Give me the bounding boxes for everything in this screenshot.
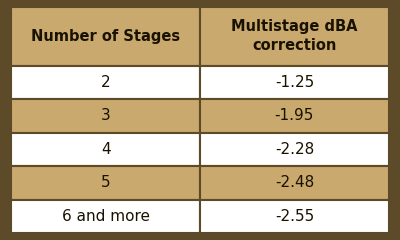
FancyBboxPatch shape <box>200 66 389 99</box>
FancyBboxPatch shape <box>200 133 389 166</box>
Text: 6 and more: 6 and more <box>62 209 150 224</box>
Text: -2.55: -2.55 <box>275 209 314 224</box>
FancyBboxPatch shape <box>11 166 200 200</box>
FancyBboxPatch shape <box>11 7 200 66</box>
FancyBboxPatch shape <box>200 7 389 66</box>
Text: -1.95: -1.95 <box>275 108 314 123</box>
FancyBboxPatch shape <box>200 166 389 200</box>
Text: Multistage dBA
correction: Multistage dBA correction <box>231 19 358 53</box>
FancyBboxPatch shape <box>200 200 389 233</box>
Text: 2: 2 <box>101 75 110 90</box>
FancyBboxPatch shape <box>11 200 200 233</box>
FancyBboxPatch shape <box>11 99 200 133</box>
Text: Number of Stages: Number of Stages <box>31 29 180 44</box>
Text: -1.25: -1.25 <box>275 75 314 90</box>
FancyBboxPatch shape <box>11 133 200 166</box>
Text: -2.48: -2.48 <box>275 175 314 191</box>
Text: -2.28: -2.28 <box>275 142 314 157</box>
Text: 3: 3 <box>101 108 110 123</box>
FancyBboxPatch shape <box>11 66 200 99</box>
Text: 4: 4 <box>101 142 110 157</box>
Text: 5: 5 <box>101 175 110 191</box>
FancyBboxPatch shape <box>200 99 389 133</box>
